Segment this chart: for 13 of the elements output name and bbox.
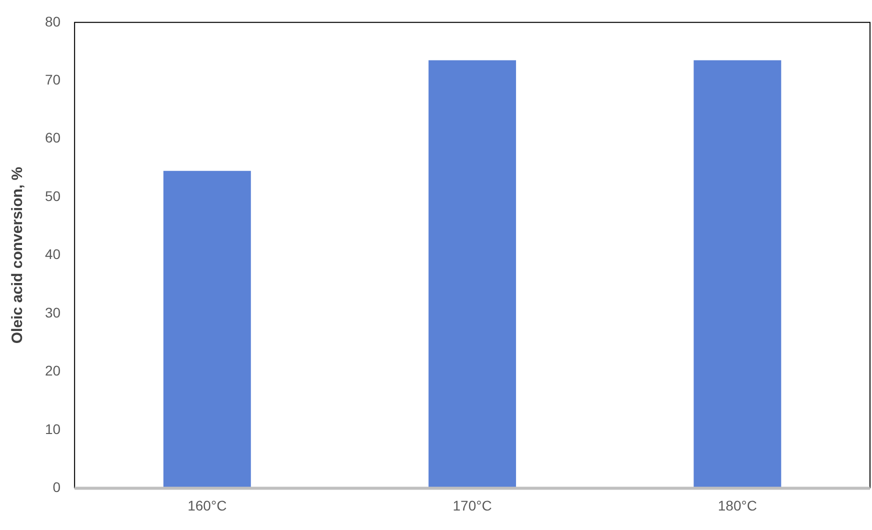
y-tick-label: 50 [44, 188, 61, 204]
y-tick-label: 80 [44, 13, 61, 30]
y-axis-title: Oleic acid conversion, % [9, 166, 26, 344]
y-tick-label: 20 [44, 362, 61, 379]
y-tick-label: 10 [44, 420, 61, 437]
x-tick-label: 180°C [718, 497, 757, 514]
y-tick-label: 60 [44, 130, 61, 146]
y-tick-label: 40 [44, 246, 61, 262]
x-tick-label: 170°C [452, 497, 492, 514]
y-tick-label: 70 [44, 71, 61, 88]
y-tick-label: 30 [44, 304, 61, 320]
x-tick-label: 160°C [188, 497, 227, 514]
y-tick-label: 0 [52, 479, 61, 496]
